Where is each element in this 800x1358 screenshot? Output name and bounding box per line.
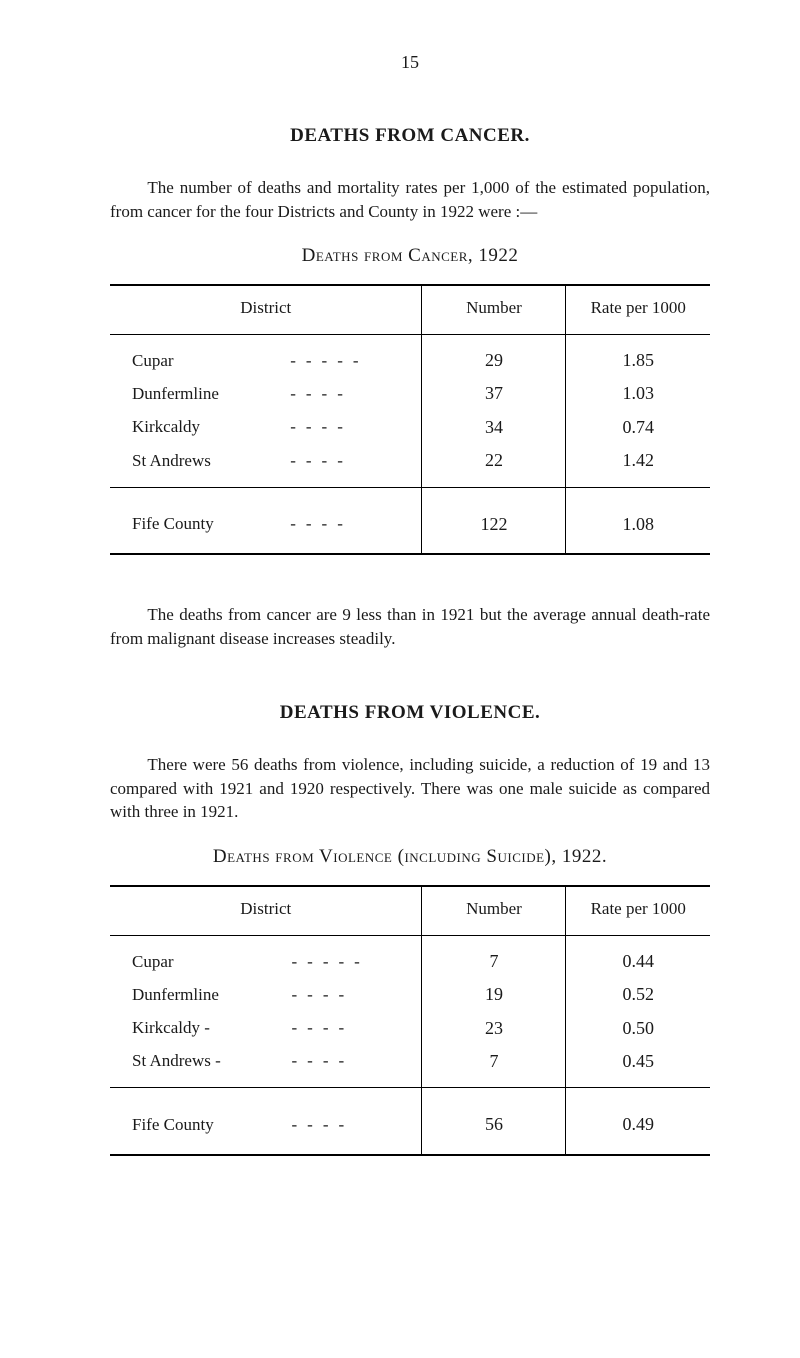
row-dashes: ----	[284, 444, 422, 477]
table-caption-cancer: Deaths from Cancer, 1922	[110, 243, 710, 270]
total-number: 56	[422, 1096, 566, 1154]
closing-paragraph-cancer: The deaths from cancer are 9 less than i…	[110, 603, 710, 651]
row-number: 23	[422, 1012, 566, 1045]
row-number: 19	[422, 978, 566, 1011]
row-dashes: ----	[286, 1012, 422, 1045]
row-rate: 1.03	[566, 377, 710, 410]
table-row: Kirkcaldy - ---- 23 0.50	[110, 1012, 710, 1045]
col-district: District	[110, 886, 422, 935]
col-rate: Rate per 1000	[566, 285, 710, 334]
row-number: 22	[422, 444, 566, 477]
table-total-row: Fife County ---- 56 0.49	[110, 1096, 710, 1154]
table-header-row: District Number Rate per 1000	[110, 886, 710, 935]
row-label: Kirkcaldy	[110, 411, 284, 444]
row-number: 29	[422, 344, 566, 377]
row-label: St Andrews -	[110, 1045, 286, 1078]
row-dashes: ----	[284, 377, 422, 410]
col-number: Number	[422, 285, 566, 334]
row-number: 37	[422, 377, 566, 410]
row-label: Dunfermline	[110, 377, 284, 410]
row-dashes: ----	[284, 411, 422, 444]
total-rate: 0.49	[566, 1096, 710, 1154]
row-number: 34	[422, 411, 566, 444]
row-rate: 0.74	[566, 411, 710, 444]
table-row: Dunfermline ---- 19 0.52	[110, 978, 710, 1011]
row-rate: 1.42	[566, 444, 710, 477]
row-label: St Andrews	[110, 444, 284, 477]
row-dashes: ----	[286, 978, 422, 1011]
total-label: Fife County	[110, 1096, 286, 1154]
total-rate: 1.08	[566, 496, 710, 554]
row-rate: 0.44	[566, 945, 710, 978]
col-rate: Rate per 1000	[566, 886, 710, 935]
total-number: 122	[422, 496, 566, 554]
section-title-violence: DEATHS FROM VIOLENCE.	[110, 700, 710, 727]
intro-paragraph-violence: There were 56 deaths from violence, incl…	[110, 753, 710, 824]
total-dashes: ----	[284, 496, 422, 554]
row-label: Kirkcaldy -	[110, 1012, 286, 1045]
row-rate: 0.50	[566, 1012, 710, 1045]
table-row: Dunfermline ---- 37 1.03	[110, 377, 710, 410]
row-number: 7	[422, 1045, 566, 1078]
row-dashes: -----	[286, 945, 422, 978]
total-dashes: ----	[286, 1096, 422, 1154]
table-row: Cupar ----- 7 0.44	[110, 945, 710, 978]
table-row: Kirkcaldy ---- 34 0.74	[110, 411, 710, 444]
table-row: Cupar ----- 29 1.85	[110, 344, 710, 377]
row-label: Cupar	[110, 344, 284, 377]
row-number: 7	[422, 945, 566, 978]
table-total-row: Fife County ---- 122 1.08	[110, 496, 710, 554]
table-row: St Andrews - ---- 7 0.45	[110, 1045, 710, 1078]
row-dashes: ----	[286, 1045, 422, 1078]
row-rate: 0.52	[566, 978, 710, 1011]
intro-paragraph-cancer: The number of deaths and mortality rates…	[110, 176, 710, 224]
col-number: Number	[422, 886, 566, 935]
row-label: Dunfermline	[110, 978, 286, 1011]
page-number: 15	[110, 50, 710, 75]
section-title-cancer: DEATHS FROM CANCER.	[110, 123, 710, 150]
table-cancer: District Number Rate per 1000 Cupar ----…	[110, 284, 710, 555]
total-label: Fife County	[110, 496, 284, 554]
table-violence: District Number Rate per 1000 Cupar ----…	[110, 885, 710, 1156]
table-row: St Andrews ---- 22 1.42	[110, 444, 710, 477]
row-label: Cupar	[110, 945, 286, 978]
row-dashes: -----	[284, 344, 422, 377]
row-rate: 0.45	[566, 1045, 710, 1078]
col-district: District	[110, 285, 422, 334]
row-rate: 1.85	[566, 344, 710, 377]
table-header-row: District Number Rate per 1000	[110, 285, 710, 334]
table-caption-violence: Deaths from Violence (including Suicide)…	[110, 844, 710, 871]
